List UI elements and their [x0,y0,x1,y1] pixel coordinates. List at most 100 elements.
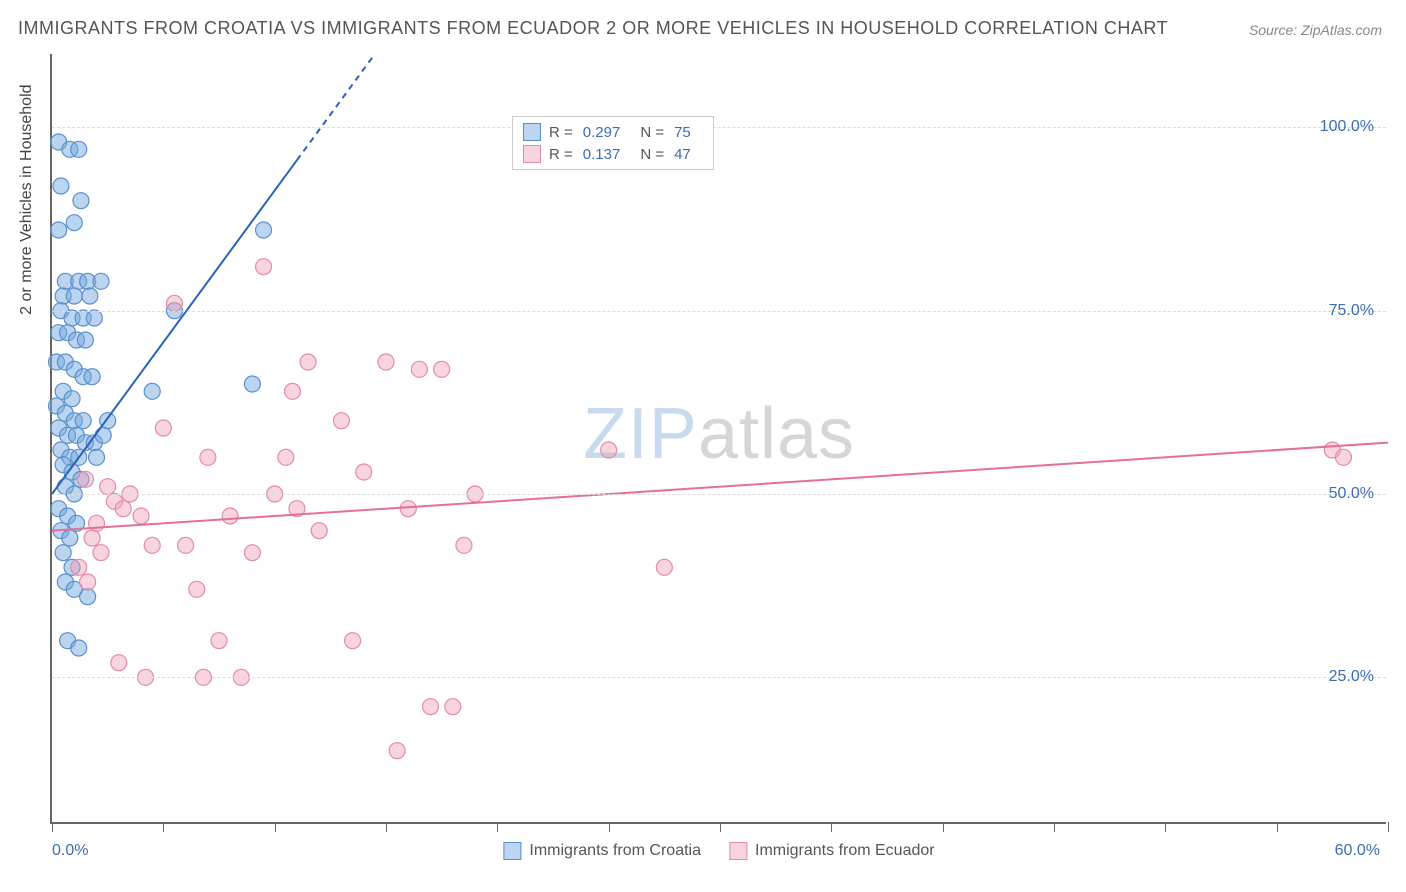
data-point [389,743,405,759]
data-point [144,537,160,553]
n-label: N = [640,146,664,163]
data-point [445,699,461,715]
x-axis-max-label: 60.0% [1335,842,1380,860]
r-value-ecuador: 0.137 [583,146,621,163]
data-point [300,354,316,370]
data-point [66,215,82,231]
series-label-ecuador: Immigrants from Ecuador [755,842,935,860]
x-tick [163,822,164,832]
data-point [86,310,102,326]
data-point [278,449,294,465]
data-point [51,222,67,238]
data-point [378,354,394,370]
swatch-croatia-icon [503,842,521,860]
data-point [166,295,182,311]
x-tick [275,822,276,832]
n-label: N = [640,124,664,141]
data-point [100,479,116,495]
data-point [1335,449,1351,465]
chart-svg [52,54,1386,822]
y-tick-label: 100.0% [1320,118,1374,136]
data-point [155,420,171,436]
data-point [71,141,87,157]
x-axis-min-label: 0.0% [52,842,88,860]
data-point [244,376,260,392]
data-point [256,259,272,275]
legend-stats-row-ecuador: R = 0.137 N = 47 [523,143,703,165]
data-point [256,222,272,238]
data-point [95,427,111,443]
data-point [456,537,472,553]
y-axis-title: 2 or more Vehicles in Household [18,84,36,314]
data-point [601,442,617,458]
gridline-h [52,677,1386,678]
legend-item-croatia: Immigrants from Croatia [503,842,701,860]
x-tick [1165,822,1166,832]
legend-item-ecuador: Immigrants from Ecuador [729,842,935,860]
x-tick [1388,822,1389,832]
n-value-croatia: 75 [674,124,691,141]
n-value-ecuador: 47 [674,146,691,163]
data-point [333,413,349,429]
x-tick [1277,822,1278,832]
plot-area: ZIPatlas R = 0.297 N = 75 R = 0.137 N = … [50,54,1386,824]
data-point [73,193,89,209]
data-point [89,449,105,465]
trend-line-dashed [297,54,375,160]
data-point [75,413,91,429]
r-value-croatia: 0.297 [583,124,621,141]
data-point [80,574,96,590]
data-point [115,501,131,517]
data-point [64,391,80,407]
legend-series: Immigrants from Croatia Immigrants from … [503,842,934,860]
data-point [423,699,439,715]
data-point [71,559,87,575]
trend-line [52,443,1388,531]
data-point [200,449,216,465]
data-point [62,530,78,546]
x-tick [609,822,610,832]
swatch-ecuador-icon [729,842,747,860]
x-tick [1054,822,1055,832]
x-tick [52,822,53,832]
trend-line [52,160,297,494]
data-point [66,288,82,304]
data-point [400,501,416,517]
data-point [356,464,372,480]
data-point [71,640,87,656]
data-point [178,537,194,553]
y-tick-label: 25.0% [1329,668,1374,686]
x-tick [943,822,944,832]
legend-stats: R = 0.297 N = 75 R = 0.137 N = 47 [512,116,714,170]
series-label-croatia: Immigrants from Croatia [529,842,701,860]
r-label: R = [549,124,573,141]
gridline-h [52,311,1386,312]
data-point [189,581,205,597]
gridline-h [52,127,1386,128]
swatch-croatia [523,123,541,141]
data-point [211,633,227,649]
data-point [77,332,93,348]
gridline-h [52,494,1386,495]
x-tick [497,822,498,832]
data-point [82,288,98,304]
source-attribution: Source: ZipAtlas.com [1249,22,1382,38]
legend-stats-row-croatia: R = 0.297 N = 75 [523,121,703,143]
data-point [53,178,69,194]
data-point [434,361,450,377]
data-point [222,508,238,524]
data-point [84,530,100,546]
data-point [411,361,427,377]
data-point [244,545,260,561]
data-point [311,523,327,539]
chart-title: IMMIGRANTS FROM CROATIA VS IMMIGRANTS FR… [18,18,1168,39]
data-point [656,559,672,575]
swatch-ecuador [523,145,541,163]
x-tick [720,822,721,832]
data-point [80,589,96,605]
data-point [84,369,100,385]
data-point [77,471,93,487]
data-point [93,545,109,561]
x-tick [386,822,387,832]
data-point [111,655,127,671]
